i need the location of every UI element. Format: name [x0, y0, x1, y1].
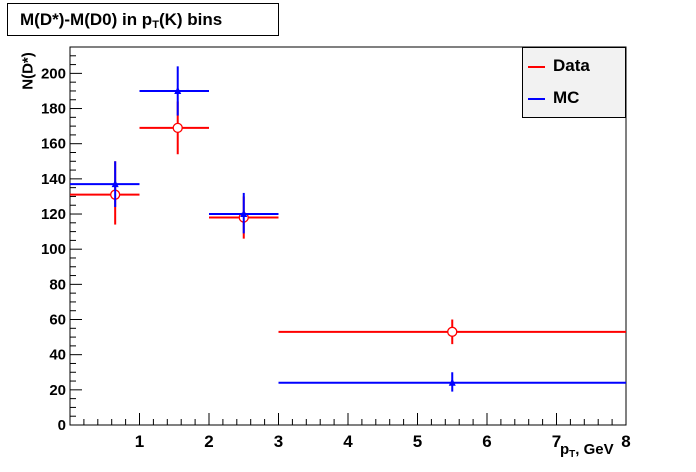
data-point-mc	[448, 378, 456, 386]
data-point-data	[172, 122, 183, 134]
y-tick-label: 20	[49, 382, 66, 399]
x-tick-label: 3	[274, 432, 283, 451]
x-tick-label: 7	[552, 432, 561, 451]
y-tick-label: 80	[49, 276, 66, 293]
y-tick-label: 200	[41, 65, 66, 82]
legend-entry-data: Data	[523, 52, 625, 82]
legend-line-mc	[528, 98, 545, 100]
x-axis-label-subscript: T	[569, 449, 576, 460]
y-axis-label-text: N(D*)	[19, 52, 37, 90]
y-axis-label: N(D*)	[18, 36, 38, 106]
x-axis-label-main: p	[560, 441, 570, 458]
y-tick-label: 40	[49, 347, 66, 364]
x-tick-label: 2	[204, 432, 213, 451]
data-point-mc	[111, 179, 119, 188]
data-point-mc	[174, 86, 182, 94]
y-tick-label: 160	[41, 136, 66, 153]
y-tick-label: 60	[49, 312, 66, 329]
y-tick-label: 180	[41, 101, 66, 118]
x-tick-label: 5	[413, 432, 422, 451]
x-tick-label: 8	[621, 432, 630, 451]
y-tick-label: 140	[41, 171, 66, 188]
chart-title-subscript: T	[152, 19, 159, 31]
legend-label-data: Data	[553, 56, 590, 75]
x-tick-label: 4	[343, 432, 353, 451]
legend: Data MC	[522, 47, 626, 118]
legend-label-mc: MC	[553, 88, 580, 107]
legend-line-data	[528, 66, 545, 68]
y-tick-label: 120	[41, 206, 66, 223]
x-axis-label: pT, GeV	[560, 441, 614, 460]
x-tick-label: 6	[482, 432, 491, 451]
y-tick-label: 100	[41, 241, 66, 258]
data-point-data	[447, 326, 458, 337]
x-tick-label: 1	[135, 432, 144, 451]
y-tick-label: 0	[58, 417, 66, 434]
data-point-mc	[240, 209, 248, 218]
chart-title: M(D*)-M(D0) in pT(K) bins	[7, 3, 279, 36]
x-axis-label-rest: , GeV	[575, 441, 614, 458]
chart-title-main: M(D*)-M(D0) in p	[20, 10, 153, 29]
chart-title-rest: (K) bins	[158, 10, 223, 29]
legend-entry-mc: MC	[523, 84, 625, 114]
